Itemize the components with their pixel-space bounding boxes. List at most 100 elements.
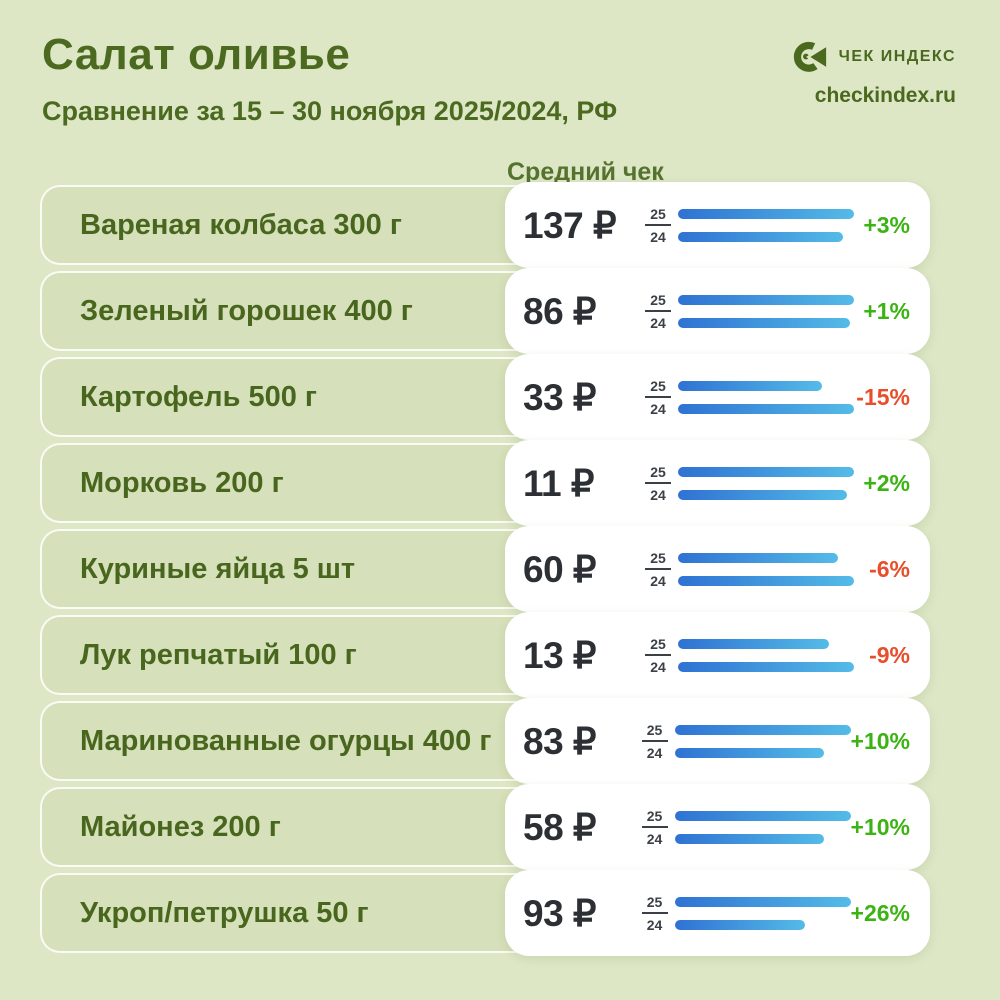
year-25-label: 25 [650,291,666,308]
year-comparison-bars: 25 24 [641,718,851,764]
circular-arrow-check-icon [790,38,830,76]
change-percent: -9% [869,641,910,668]
fraction-divider [645,654,671,656]
change-percent: -6% [869,555,910,582]
bar-2024 [678,231,844,242]
bar-2024 [678,403,854,414]
brand-name: ЧЕК ИНДЕКС [838,48,956,65]
year-comparison-bars: 25 24 [641,804,851,850]
bar-2024 [678,489,847,500]
bar-2025 [678,380,823,391]
fraction-divider [645,396,671,398]
change-percent: +2% [863,469,910,496]
ingredient-row: Майонез 200 г 58 ₽ 25 24 +10% [0,784,1000,870]
bar-2025 [674,896,851,907]
column-header-average-receipt: Средний чек [507,158,664,186]
ingredient-row: Вареная колбаса 300 г 137 ₽ 25 24 +3% [0,182,1000,268]
year-comparison-bars: 25 24 [645,460,854,506]
year-24-label: 24 [650,572,666,589]
fraction-divider [645,224,671,226]
year-24-label: 24 [650,228,666,245]
price-value: 86 ₽ [523,290,596,332]
price-value: 33 ₽ [523,376,596,418]
ingredient-row: Морковь 200 г 11 ₽ 25 24 +2% [0,440,1000,526]
fraction-divider [641,826,668,828]
ingredient-label: Маринованные огурцы 400 г [80,724,492,757]
bar-2024 [678,575,854,586]
ingredient-row: Зеленый горошек 400 г 86 ₽ 25 24 +1% [0,268,1000,354]
price-value: 137 ₽ [523,204,617,246]
bar-2025 [678,552,839,563]
bar-2025 [678,294,854,305]
change-percent: +3% [863,211,910,238]
ingredient-label: Картофель 500 г [80,380,317,413]
brand-site-url: checkindex.ru [814,84,956,107]
ingredient-row: Куриные яйца 5 шт 60 ₽ 25 24 -6% [0,526,1000,612]
fraction-divider [641,740,668,742]
year-24-label: 24 [646,916,663,933]
change-percent: +1% [863,297,910,324]
year-comparison-bars: 25 24 [645,288,854,334]
bar-2025 [678,208,854,219]
price-card: 33 ₽ 25 24 -15% [505,354,930,440]
year-comparison-bars: 25 24 [645,202,854,248]
fraction-divider [645,568,671,570]
price-card: 58 ₽ 25 24 +10% [505,784,930,870]
year-25-label: 25 [650,463,666,480]
year-comparison-bars: 25 24 [645,374,854,420]
ingredient-label: Лук репчатый 100 г [80,638,357,671]
year-25-label: 25 [646,721,663,738]
price-value: 13 ₽ [523,634,596,676]
price-card: 13 ₽ 25 24 -9% [505,612,930,698]
bar-2024 [678,661,854,672]
ingredient-label: Куриные яйца 5 шт [80,552,356,585]
change-percent: +10% [850,727,910,754]
price-card: 83 ₽ 25 24 +10% [505,698,930,784]
year-24-label: 24 [650,314,666,331]
bar-2025 [674,724,851,735]
price-card: 86 ₽ 25 24 +1% [505,268,930,354]
bar-2024 [678,317,851,328]
bar-2024 [674,747,825,758]
year-24-label: 24 [650,658,666,675]
year-comparison-bars: 25 24 [641,890,851,936]
year-25-label: 25 [650,377,666,394]
ingredient-label: Укроп/петрушка 50 г [80,896,369,929]
year-24-label: 24 [650,400,666,417]
bar-2024 [674,919,805,930]
ingredient-label: Вареная колбаса 300 г [80,208,402,241]
ingredient-row: Картофель 500 г 33 ₽ 25 24 -15% [0,354,1000,440]
change-percent: +10% [850,813,910,840]
year-25-label: 25 [646,807,663,824]
year-24-label: 24 [650,486,666,503]
ingredient-label: Зеленый горошек 400 г [80,294,413,327]
bar-2025 [674,810,851,821]
change-percent: -15% [856,383,910,410]
year-25-label: 25 [650,635,666,652]
bar-2025 [678,638,830,649]
fraction-divider [645,482,671,484]
bar-2025 [678,466,854,477]
ingredient-label: Морковь 200 г [80,466,284,499]
ingredient-row: Лук репчатый 100 г 13 ₽ 25 24 -9% [0,612,1000,698]
fraction-divider [645,310,671,312]
ingredient-label: Майонез 200 г [80,810,281,843]
year-24-label: 24 [646,744,663,761]
year-25-label: 25 [650,549,666,566]
ingredient-row: Маринованные огурцы 400 г 83 ₽ 25 24 +10… [0,698,1000,784]
price-value: 60 ₽ [523,548,596,590]
price-value: 58 ₽ [523,806,596,848]
price-card: 60 ₽ 25 24 -6% [505,526,930,612]
change-percent: +26% [850,899,910,926]
page-title: Салат оливье [42,30,351,79]
year-comparison-bars: 25 24 [645,546,854,592]
bar-2024 [674,833,825,844]
brand-block: ЧЕК ИНДЕКС checkindex.ru [790,38,956,108]
page-subtitle: Сравнение за 15 – 30 ноября 2025/2024, Р… [42,96,618,126]
year-25-label: 25 [650,205,666,222]
price-value: 11 ₽ [523,462,594,504]
year-comparison-bars: 25 24 [645,632,854,678]
price-value: 93 ₽ [523,892,596,934]
fraction-divider [641,912,668,914]
